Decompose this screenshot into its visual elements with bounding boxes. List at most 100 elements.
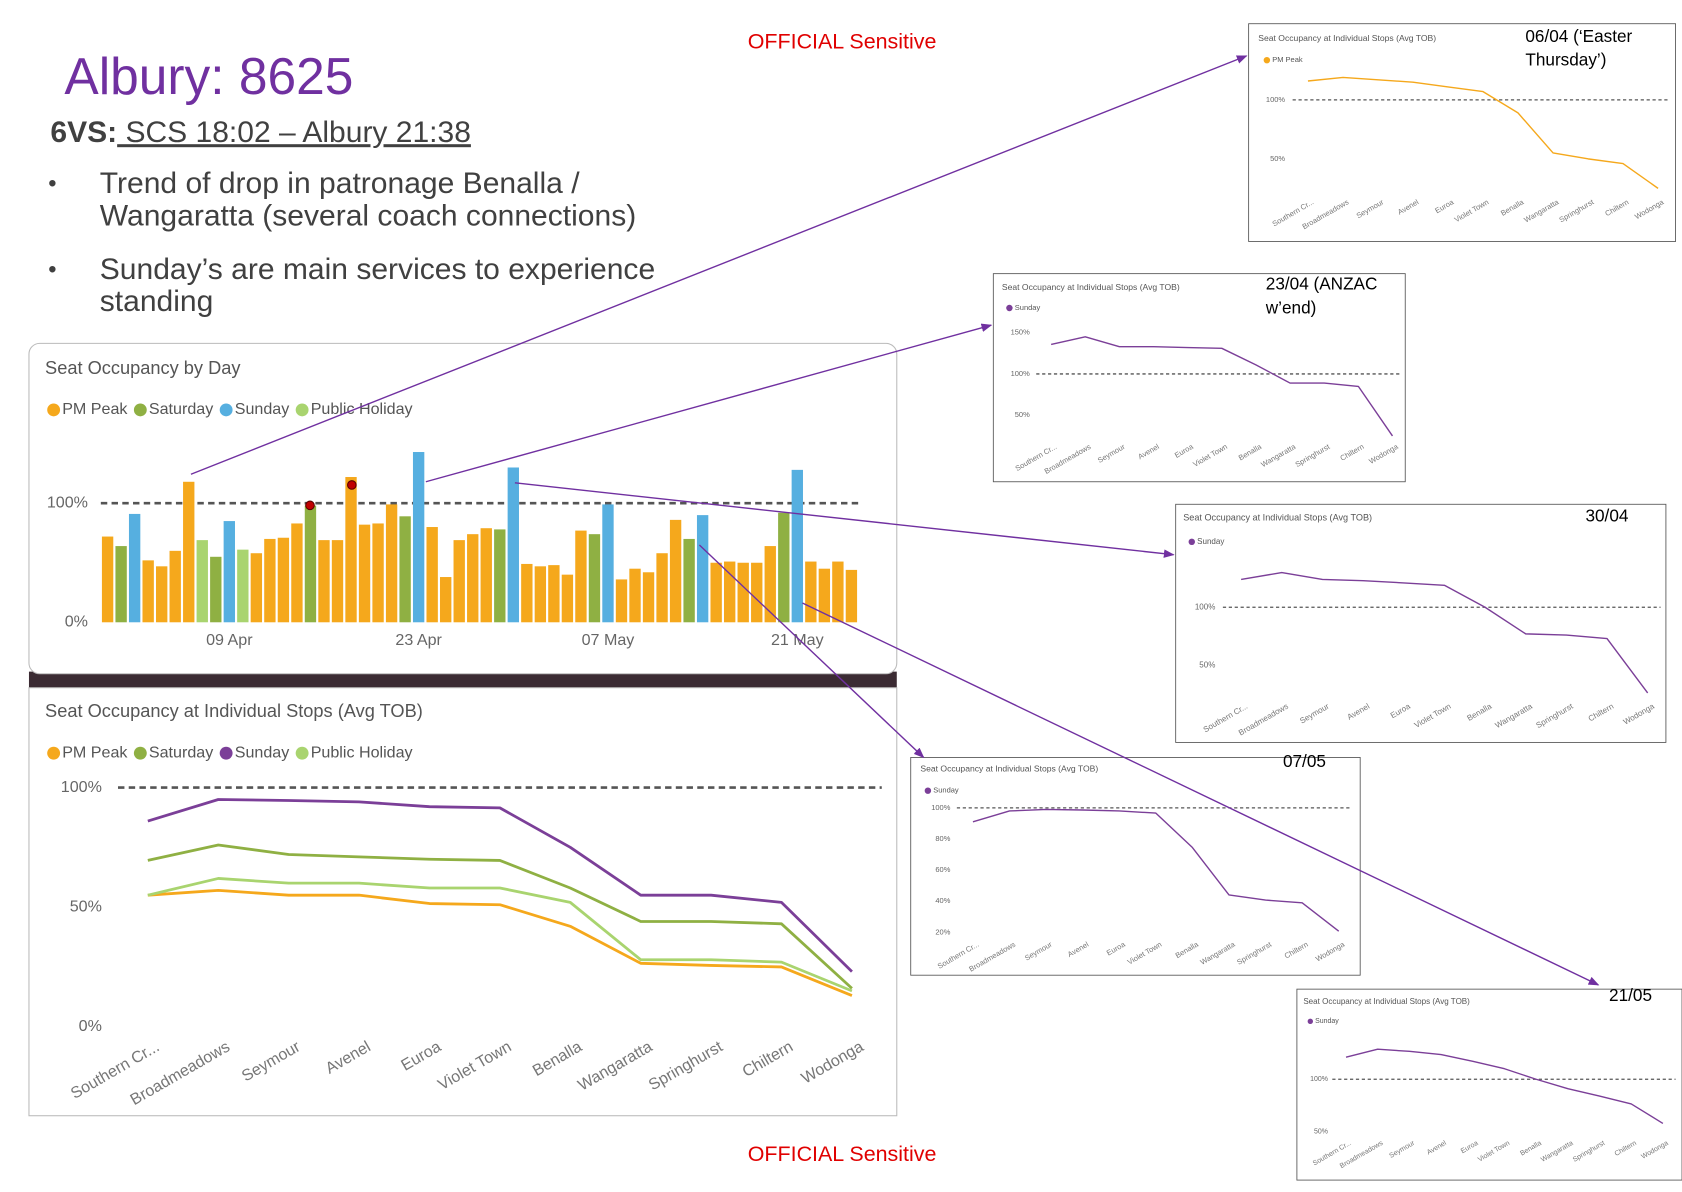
y-tick-label: 40% xyxy=(935,896,950,905)
bar xyxy=(778,512,790,623)
bar xyxy=(696,515,709,623)
classification-bottom: OFFICIAL Sensitive xyxy=(748,1142,937,1166)
annotation: 30/04 xyxy=(1585,507,1629,526)
legend-label: Sunday xyxy=(235,400,290,418)
legend-swatch xyxy=(924,787,932,794)
x-tick-label: 21 May xyxy=(771,631,824,649)
legend-swatch xyxy=(47,403,61,417)
highlight-dot xyxy=(305,500,315,511)
arrow xyxy=(190,55,1248,475)
y-tick-label: 50% xyxy=(1314,1129,1328,1136)
bar xyxy=(710,562,722,623)
bar xyxy=(237,549,249,623)
y-tick-label: 100% xyxy=(1310,1076,1328,1083)
bar xyxy=(453,540,465,623)
series-line xyxy=(147,843,853,990)
legend-swatch xyxy=(219,746,233,760)
y-tick-label: 0% xyxy=(65,613,88,631)
legend-swatch xyxy=(1263,56,1271,64)
y-tick-label: 100% xyxy=(47,493,88,511)
legend-label: Saturday xyxy=(149,400,213,418)
bar xyxy=(467,534,479,623)
bar xyxy=(724,561,736,623)
annotation: 07/05 xyxy=(1283,753,1326,771)
series-line xyxy=(147,888,853,997)
legend-swatch xyxy=(1188,538,1195,546)
slide-title: Albury: 8625 xyxy=(64,47,353,105)
annotation-text: 30/04 xyxy=(1585,507,1629,526)
classification-top: OFFICIAL Sensitive xyxy=(748,30,937,54)
bar xyxy=(575,530,587,623)
series-line xyxy=(1241,571,1649,694)
service-line: 6VS: SCS 18:02 – Albury 21:38 xyxy=(50,116,471,149)
chart-title: Seat Occupancy at Individual Stops (Avg … xyxy=(1183,513,1372,523)
legend-label: Saturday xyxy=(149,743,213,761)
bar xyxy=(751,562,763,623)
legend-label: Sunday xyxy=(235,743,290,761)
bar xyxy=(196,540,208,623)
annotation: 21/05 xyxy=(1609,987,1652,1005)
bar xyxy=(440,577,452,623)
bar xyxy=(210,556,222,623)
chart: Seat Occupancy at Individual Stops (Avg … xyxy=(1175,503,1667,743)
y-tick-label: 0% xyxy=(79,1017,102,1035)
bar xyxy=(561,574,574,623)
series-line xyxy=(147,877,853,993)
legend-swatch xyxy=(1307,1018,1313,1025)
legend-swatch xyxy=(219,403,233,417)
chart-frame xyxy=(1248,23,1676,242)
y-tick-label: 80% xyxy=(935,834,950,843)
bar xyxy=(669,519,682,623)
bar xyxy=(534,566,547,623)
bar xyxy=(264,538,276,623)
bar xyxy=(521,563,533,623)
bar xyxy=(385,504,398,623)
chart-frame xyxy=(28,687,898,1117)
bar xyxy=(764,546,776,623)
legend-swatch xyxy=(133,746,147,760)
y-tick-label: 60% xyxy=(935,865,950,874)
arrows xyxy=(190,55,1600,986)
bar xyxy=(156,566,168,623)
legend-label: PM Peak xyxy=(1272,55,1303,64)
bullet: Sunday’s are main services to experience… xyxy=(48,253,713,317)
y-tick-label: 50% xyxy=(70,897,102,915)
chart-frame xyxy=(1296,988,1682,1181)
series-line xyxy=(972,808,1340,932)
bar xyxy=(412,452,425,623)
chart-title: Seat Occupancy at Individual Stops (Avg … xyxy=(45,700,423,721)
bullet-list: Trend of drop in patronage Benalla / Wan… xyxy=(48,167,713,317)
annotation: 06/04 (‘Easter Thursday’) xyxy=(1525,28,1633,70)
chart-frame xyxy=(910,757,1361,976)
y-tick-label: 100% xyxy=(1195,602,1216,611)
legend-label: Public Holiday xyxy=(311,400,413,418)
bar xyxy=(318,540,330,623)
bar xyxy=(426,527,438,623)
bar xyxy=(548,565,560,623)
legend-swatch xyxy=(47,746,61,760)
y-tick-label: 100% xyxy=(931,803,951,812)
legend-label: Sunday xyxy=(1315,1018,1339,1025)
arrow xyxy=(698,544,925,759)
bar xyxy=(683,538,695,623)
bar xyxy=(791,469,803,623)
legend-label: Sunday xyxy=(933,786,959,795)
annotation: 23/04 (ANZAC w’end) xyxy=(1266,276,1378,318)
legend-swatch xyxy=(133,403,147,417)
annotation-text: 06/04 (‘Easter Thursday’) xyxy=(1525,28,1633,70)
legend-swatch xyxy=(1006,304,1013,312)
bullets: Trend of drop in patronage Benalla / Wan… xyxy=(48,167,713,328)
chart: Seat Occupancy at Individual Stops (Avg … xyxy=(1296,987,1682,1181)
y-tick-label: 20% xyxy=(935,927,950,936)
bar xyxy=(372,523,384,623)
bar xyxy=(115,546,127,623)
bar xyxy=(183,481,195,623)
bar xyxy=(832,561,844,623)
bar xyxy=(845,569,858,623)
series-line xyxy=(1050,336,1394,437)
x-tick-label: 23 Apr xyxy=(395,631,442,649)
chart: Seat Occupancy at Individual Stops (Avg … xyxy=(992,273,1406,483)
x-tick-label: 09 Apr xyxy=(206,631,253,649)
arrow xyxy=(802,602,1600,986)
bar xyxy=(304,505,317,623)
